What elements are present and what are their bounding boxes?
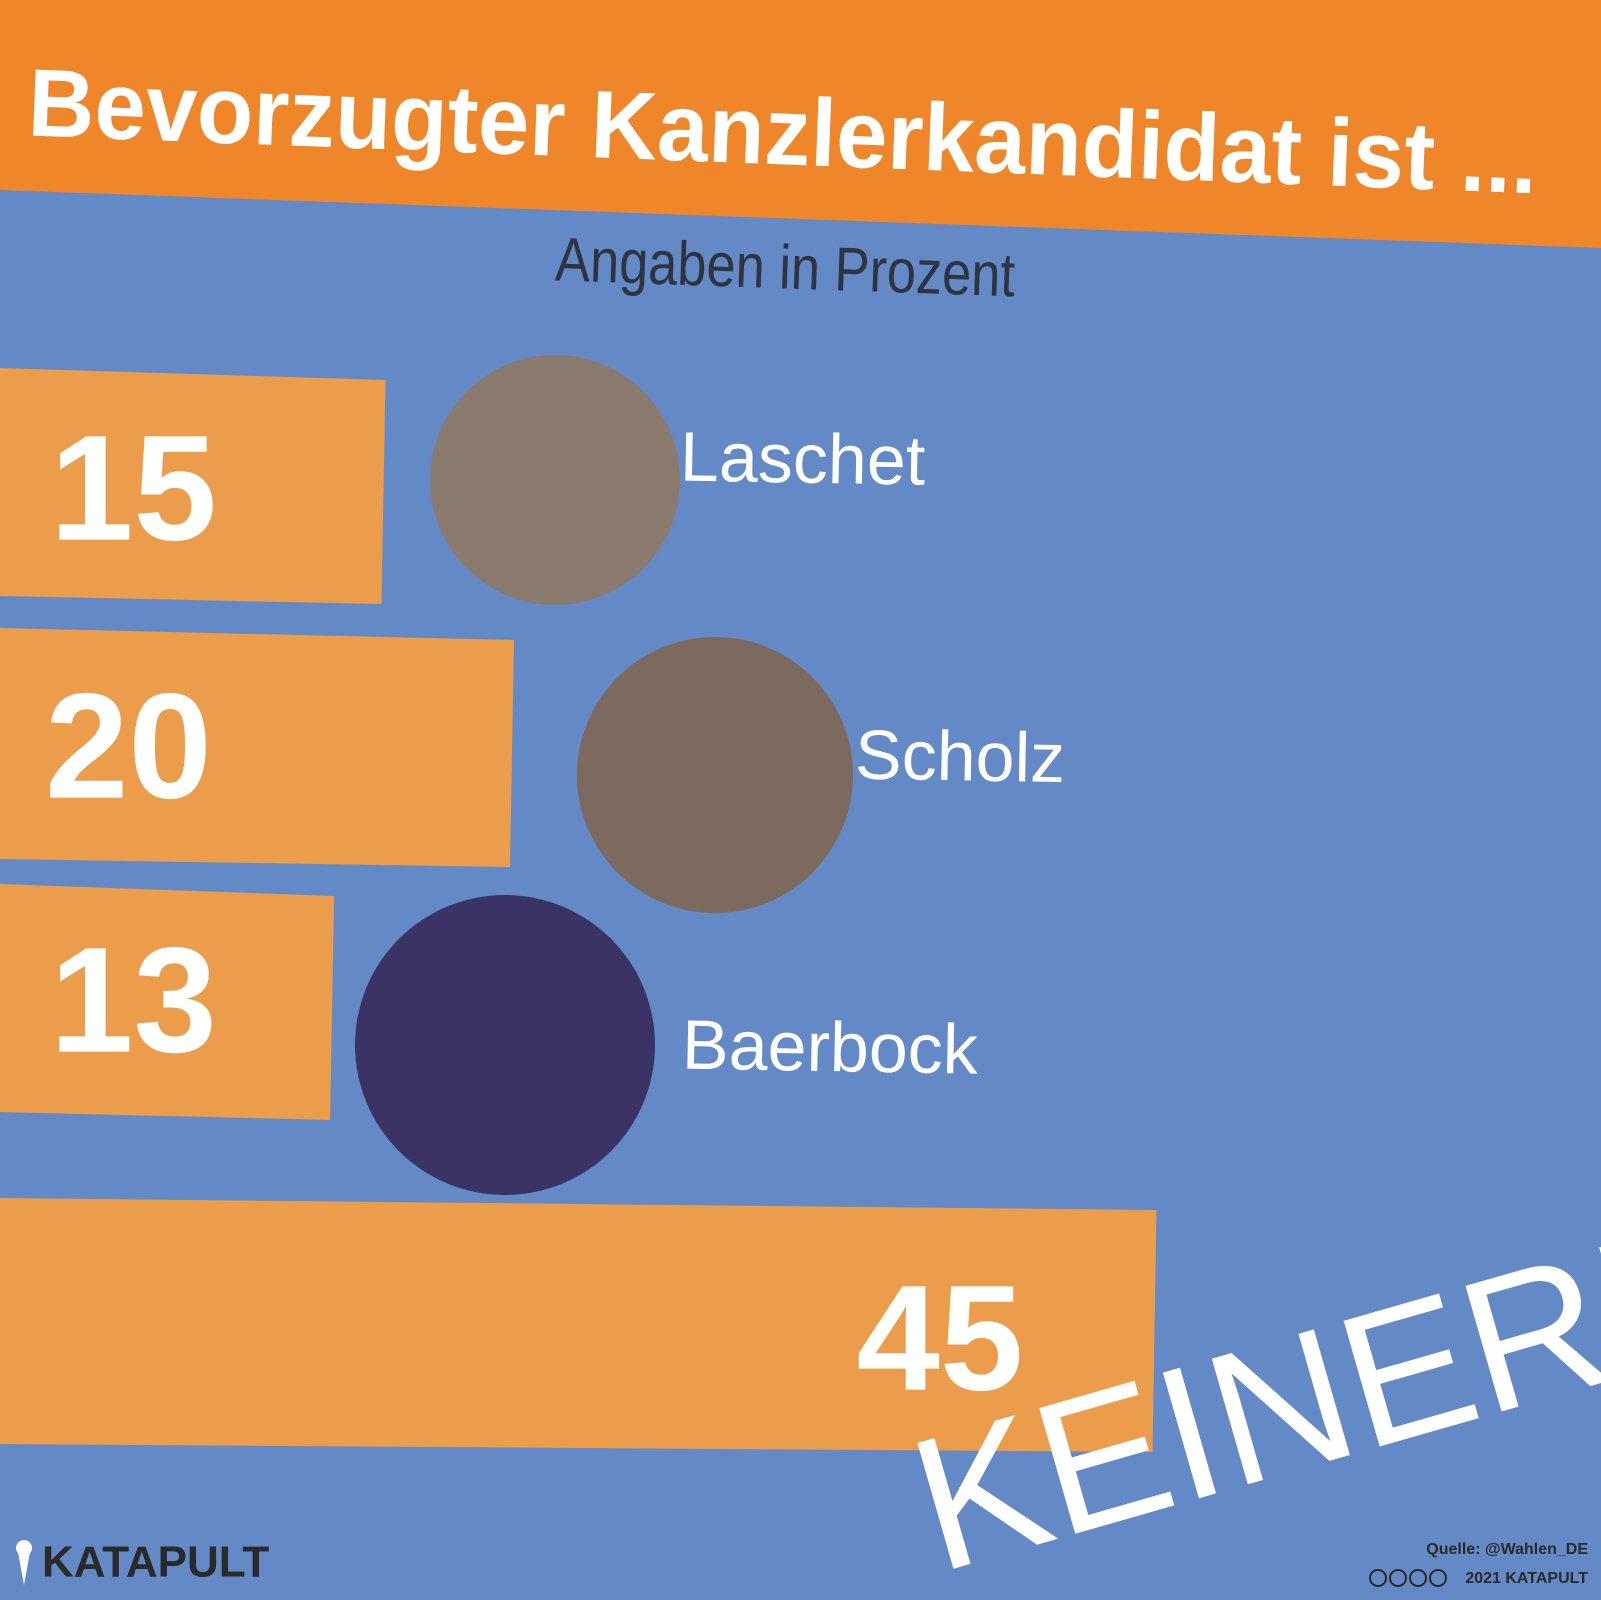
source: Quelle: @Wahlen_DE	[1426, 1541, 1588, 1558]
value-label: 15	[50, 404, 217, 572]
value-label: 45	[857, 1254, 1024, 1422]
bar	[0, 1198, 1157, 1452]
category-label: Baerbock	[681, 1005, 979, 1088]
brand: KATAPULT	[42, 1538, 269, 1587]
title-band	[0, 0, 1601, 248]
bar	[0, 368, 386, 604]
cc-icon	[1389, 1569, 1407, 1587]
value-label: 13	[50, 916, 217, 1084]
category-label: Laschet	[679, 417, 925, 499]
logo: KATAPULT	[16, 1538, 269, 1587]
cc-icon	[1409, 1569, 1427, 1587]
logo-icon	[16, 1540, 32, 1556]
chart-subtitle: Angaben in Prozent	[554, 225, 1016, 310]
photos	[355, 355, 853, 1195]
photo-placeholder	[430, 355, 680, 605]
photo-placeholder	[355, 895, 655, 1195]
value-label: 20	[45, 662, 212, 830]
cc-icon	[1369, 1569, 1387, 1587]
credit: 2021 KATAPULT	[1465, 1570, 1588, 1587]
license-icons	[1369, 1569, 1447, 1587]
category-label: Scholz	[854, 715, 1065, 797]
photo-placeholder	[577, 637, 853, 913]
bar	[0, 884, 335, 1120]
logo-icon	[18, 1552, 30, 1585]
bar	[0, 628, 514, 867]
cc-icon	[1429, 1569, 1447, 1587]
